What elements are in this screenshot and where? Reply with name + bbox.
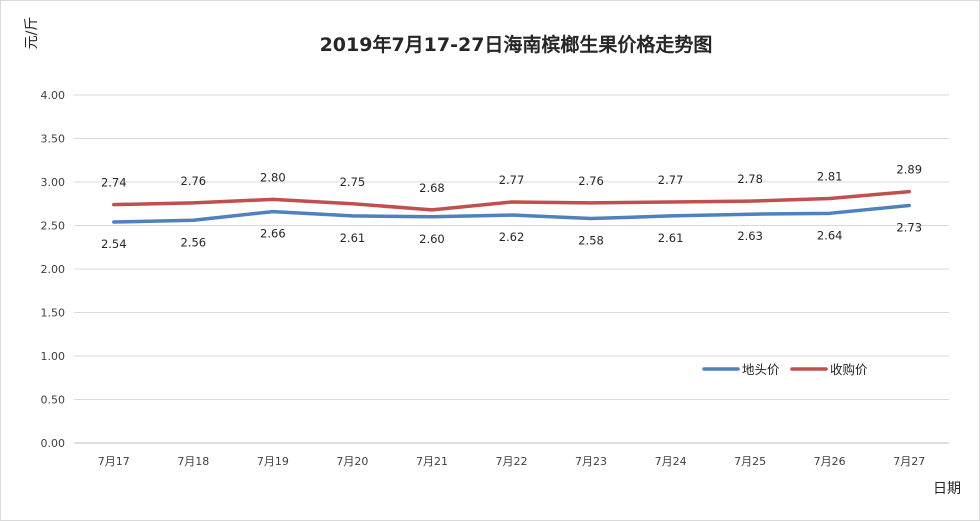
y-tick-label: 2.00 <box>41 263 66 276</box>
y-tick-label: 0.50 <box>41 394 66 407</box>
data-label: 2.75 <box>340 175 366 189</box>
x-tick-label: 7月19 <box>257 455 289 468</box>
x-tick-label: 7月18 <box>177 455 209 468</box>
x-tick-label: 7月24 <box>655 455 687 468</box>
data-label: 2.61 <box>658 231 684 245</box>
data-label: 2.81 <box>817 170 843 184</box>
legend: 地头价 收购价 <box>702 362 868 377</box>
data-label: 2.60 <box>419 232 445 246</box>
data-label: 2.78 <box>737 172 763 186</box>
y-tick-label: 0.00 <box>41 437 66 450</box>
y-tick-label: 2.50 <box>41 220 66 233</box>
data-label: 2.76 <box>181 174 207 188</box>
legend-label: 收购价 <box>830 362 868 377</box>
series-lines <box>112 189 911 224</box>
data-label: 2.80 <box>260 170 286 184</box>
x-axis-label: 日期 <box>933 481 961 497</box>
x-axis-ticks: 7月17 7月18 7月19 7月20 7月21 7月22 7月23 7月24 7月25 7月26… <box>98 455 925 468</box>
y-tick-label: 1.00 <box>41 350 66 363</box>
series-line-1 <box>112 203 911 224</box>
x-tick-label: 7月26 <box>814 455 846 468</box>
data-label: 2.68 <box>419 181 445 195</box>
x-tick-label: 7月23 <box>575 455 607 468</box>
data-label: 2.56 <box>181 235 207 249</box>
data-label: 2.77 <box>499 173 525 187</box>
y-axis-label: 元/斤 <box>24 17 40 50</box>
legend-label: 地头价 <box>742 362 780 377</box>
data-label: 2.89 <box>896 163 922 177</box>
x-tick-label: 7月25 <box>734 455 766 468</box>
y-tick-label: 4.00 <box>41 89 66 102</box>
y-tick-label: 1.50 <box>41 307 66 320</box>
data-label: 2.77 <box>658 173 684 187</box>
x-tick-label: 7月17 <box>98 455 130 468</box>
data-label: 2.63 <box>737 229 763 243</box>
data-label: 2.76 <box>578 174 604 188</box>
data-label: 2.61 <box>340 231 366 245</box>
data-label: 2.58 <box>578 234 604 248</box>
x-tick-label: 7月27 <box>893 455 925 468</box>
data-label: 2.73 <box>896 220 922 234</box>
data-labels: 2.54 2.56 2.66 2.61 2.60 2.62 2.58 2.61 2.63 2.64… <box>101 163 922 251</box>
series-line-2 <box>112 189 911 212</box>
x-tick-label: 7月22 <box>496 455 528 468</box>
data-label: 2.66 <box>260 227 286 241</box>
chart-title: 2019年7月17-27日海南槟榔生果价格走势图 <box>320 33 713 56</box>
data-label: 2.54 <box>101 237 127 251</box>
y-axis-ticks: 0.00 0.50 1.00 1.50 2.00 2.50 3.00 3.50 4.00 <box>41 89 66 450</box>
y-tick-label: 3.50 <box>41 133 66 146</box>
data-label: 2.64 <box>817 228 843 242</box>
x-tick-label: 7月21 <box>416 455 448 468</box>
data-label: 2.74 <box>101 176 127 190</box>
gridlines <box>74 94 949 444</box>
x-tick-label: 7月20 <box>336 455 368 468</box>
y-tick-label: 3.00 <box>41 176 66 189</box>
data-label: 2.62 <box>499 230 525 244</box>
